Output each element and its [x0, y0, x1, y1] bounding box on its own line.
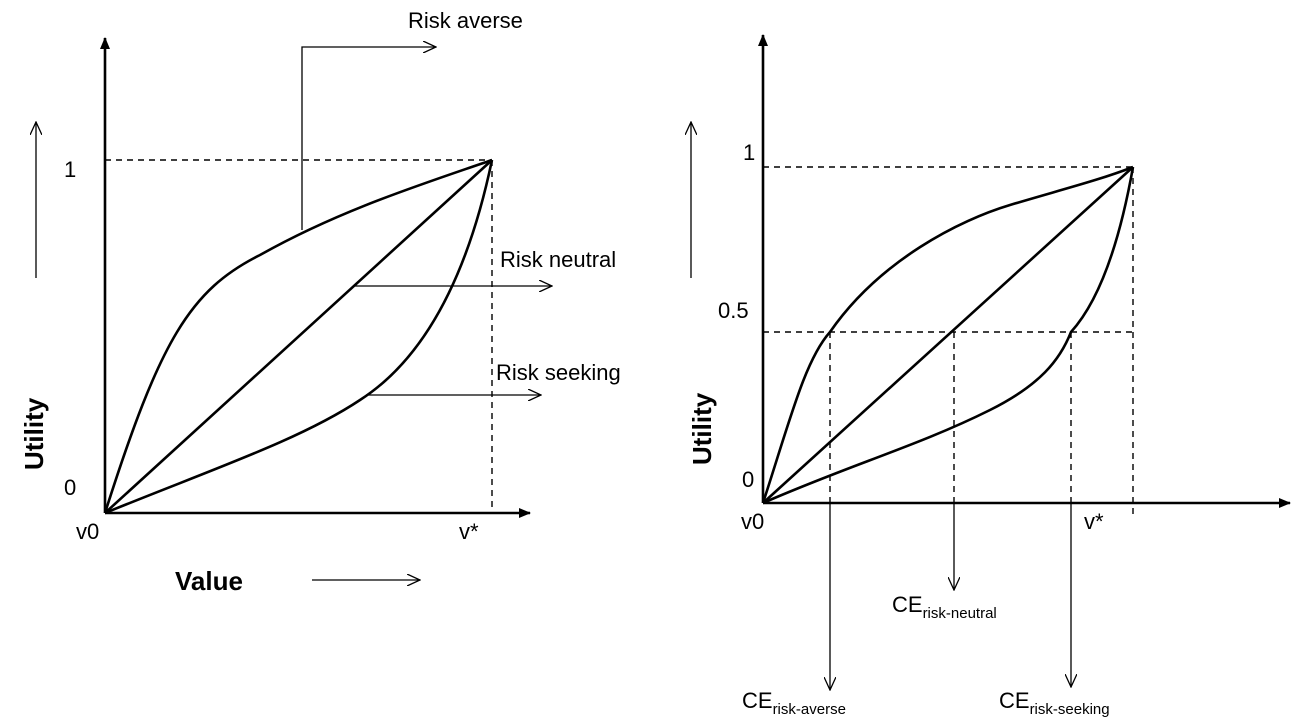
right-tick-y-bottom: 0 [742, 467, 754, 492]
left-tick-y-bottom: 0 [64, 475, 76, 500]
left-curve-risk-neutral [104, 159, 493, 514]
left-tick-y-top: 1 [64, 157, 76, 182]
right-y-axis-title: Utility [687, 392, 717, 465]
right-tick-x-end: v* [1084, 509, 1104, 534]
left-panel: Risk averse Risk neutral Risk seeking 1 … [19, 8, 621, 596]
left-tick-x-end: v* [459, 519, 479, 544]
right-ce-seeking-sub: risk-seeking [1030, 701, 1110, 717]
right-ce-neutral-main: CE [892, 592, 923, 617]
left-curve-risk-averse [103, 158, 493, 514]
right-curve-risk-seeking [762, 166, 1135, 505]
right-curve-risk-averse [761, 165, 1134, 504]
left-curve-label-risk-neutral: Risk neutral [500, 247, 616, 272]
left-callout-risk-averse [301, 47, 436, 230]
right-tick-y-mid: 0.5 [718, 298, 749, 323]
right-ce-neutral-sub: risk-neutral [923, 605, 997, 622]
right-ce-averse-sub: risk-averse [773, 701, 846, 717]
left-curve-risk-seeking [104, 159, 494, 515]
right-ce-label-neutral: CErisk-neutral [892, 592, 997, 622]
right-ce-label-averse: CErisk-averse [742, 688, 846, 717]
right-ce-seeking-main: CE [999, 688, 1030, 713]
right-tick-x-origin: v0 [741, 509, 764, 534]
left-curve-label-risk-seeking: Risk seeking [496, 360, 621, 385]
left-y-axis-title: Utility [19, 397, 49, 470]
left-x-axis-title: Value [175, 566, 243, 596]
right-ce-label-seeking: CErisk-seeking [999, 688, 1110, 717]
right-curve-risk-neutral [762, 166, 1134, 504]
left-tick-x-origin: v0 [76, 519, 99, 544]
right-panel: 1 0.5 0 v0 v* Utility CErisk-neutral CEr… [687, 34, 1291, 717]
right-ce-averse-main: CE [742, 688, 773, 713]
left-curve-label-risk-averse: Risk averse [408, 8, 523, 33]
right-tick-y-top: 1 [743, 140, 755, 165]
